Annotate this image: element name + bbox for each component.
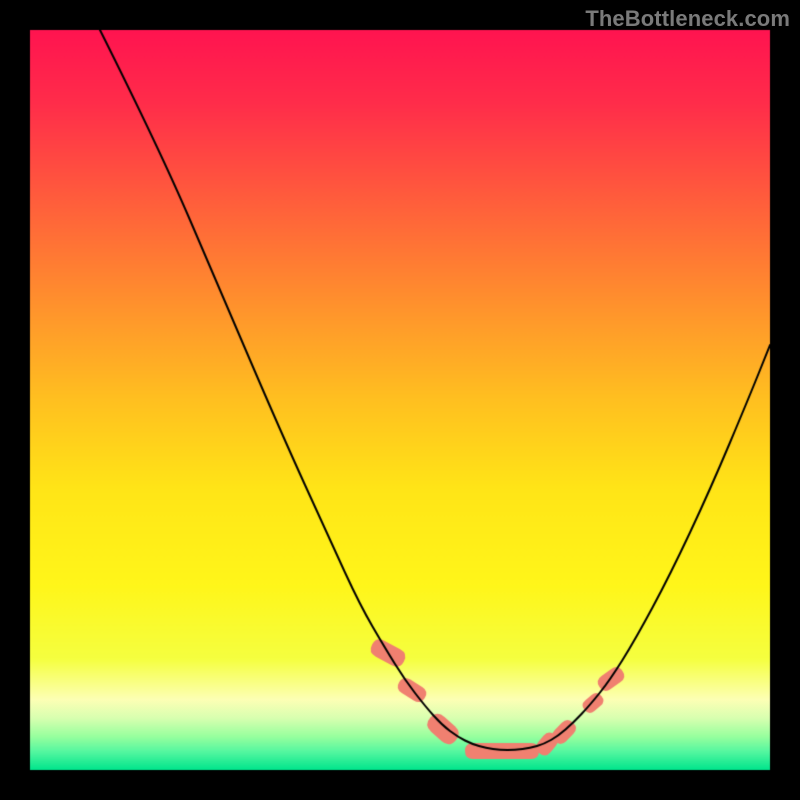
watermark-text: TheBottleneck.com <box>585 6 790 32</box>
bottleneck-chart <box>0 0 800 800</box>
